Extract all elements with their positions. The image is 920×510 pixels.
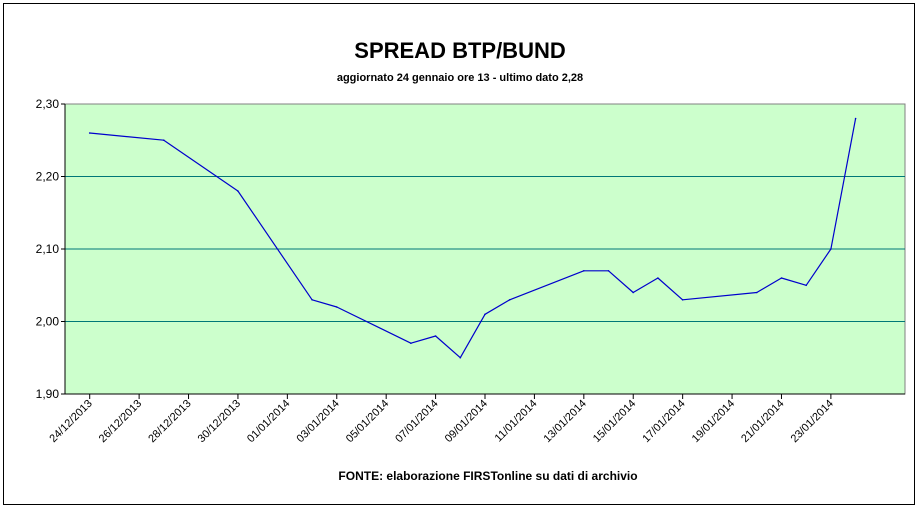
x-tick-label: 19/01/2014 [690,398,737,445]
chart-title: SPREAD BTP/BUND [354,38,565,63]
x-axis-ticks: 24/12/2013 26/12/2013 28/12/2013 30/12/2013… [47,398,836,445]
gridlines [65,176,905,322]
data-point [459,356,462,359]
data-point [484,313,486,316]
data-point [681,299,684,301]
data-point [657,277,659,279]
series-layer [88,117,857,359]
series-line [89,118,857,359]
data-point [830,248,832,250]
y-tick-label: 2,30 [36,97,60,111]
data-point [632,291,634,294]
data-point [854,117,857,120]
data-point [311,299,313,301]
axes [61,103,905,399]
data-point [336,306,338,308]
x-tick-label: 01/01/2014 [245,398,292,445]
y-tick-label: 2,00 [36,315,60,329]
x-tick-label: 07/01/2014 [393,398,440,445]
data-point [88,132,91,134]
data-point [163,139,165,141]
data-point [780,277,783,279]
data-point [410,342,412,345]
x-tick-label: 23/01/2014 [789,398,836,445]
chart-subtitle: aggiornato 24 gennaio ore 13 - ultimo da… [337,72,583,84]
x-tick-label: 26/12/2013 [97,398,144,445]
x-tick-label: 28/12/2013 [146,398,193,445]
x-tick-label: 05/01/2014 [344,398,391,445]
chart-frame: SPREAD BTP/BUND aggiornato 24 gennaio or… [3,3,915,505]
x-tick-label: 11/01/2014 [493,398,540,445]
y-tick-label: 1,90 [36,387,60,401]
y-axis-ticks: 1,90 2,00 2,10 2,20 2,30 [36,97,60,401]
source-note: FONTE: elaborazione FIRSTonline su dati … [338,469,637,483]
x-tick-label: 15/01/2014 [591,398,638,445]
x-tick-label: 24/12/2013 [47,398,94,445]
data-point [756,291,758,294]
x-tick-label: 21/01/2014 [739,398,786,445]
line-chart: SPREAD BTP/BUND aggiornato 24 gennaio or… [36,38,906,483]
data-point [508,299,511,301]
y-tick-label: 2,20 [36,170,60,184]
data-point [805,284,807,287]
data-point [237,190,239,192]
x-tick-label: 13/01/2014 [542,398,589,445]
data-point [607,270,610,272]
x-tick-label: 17/01/2014 [640,398,687,445]
y-tick-label: 2,10 [36,242,60,256]
data-point [583,270,585,272]
data-point [434,335,437,337]
x-tick-label: 03/01/2014 [294,398,341,445]
x-tick-label: 09/01/2014 [443,398,490,445]
x-tick-label: 30/12/2013 [196,398,243,445]
